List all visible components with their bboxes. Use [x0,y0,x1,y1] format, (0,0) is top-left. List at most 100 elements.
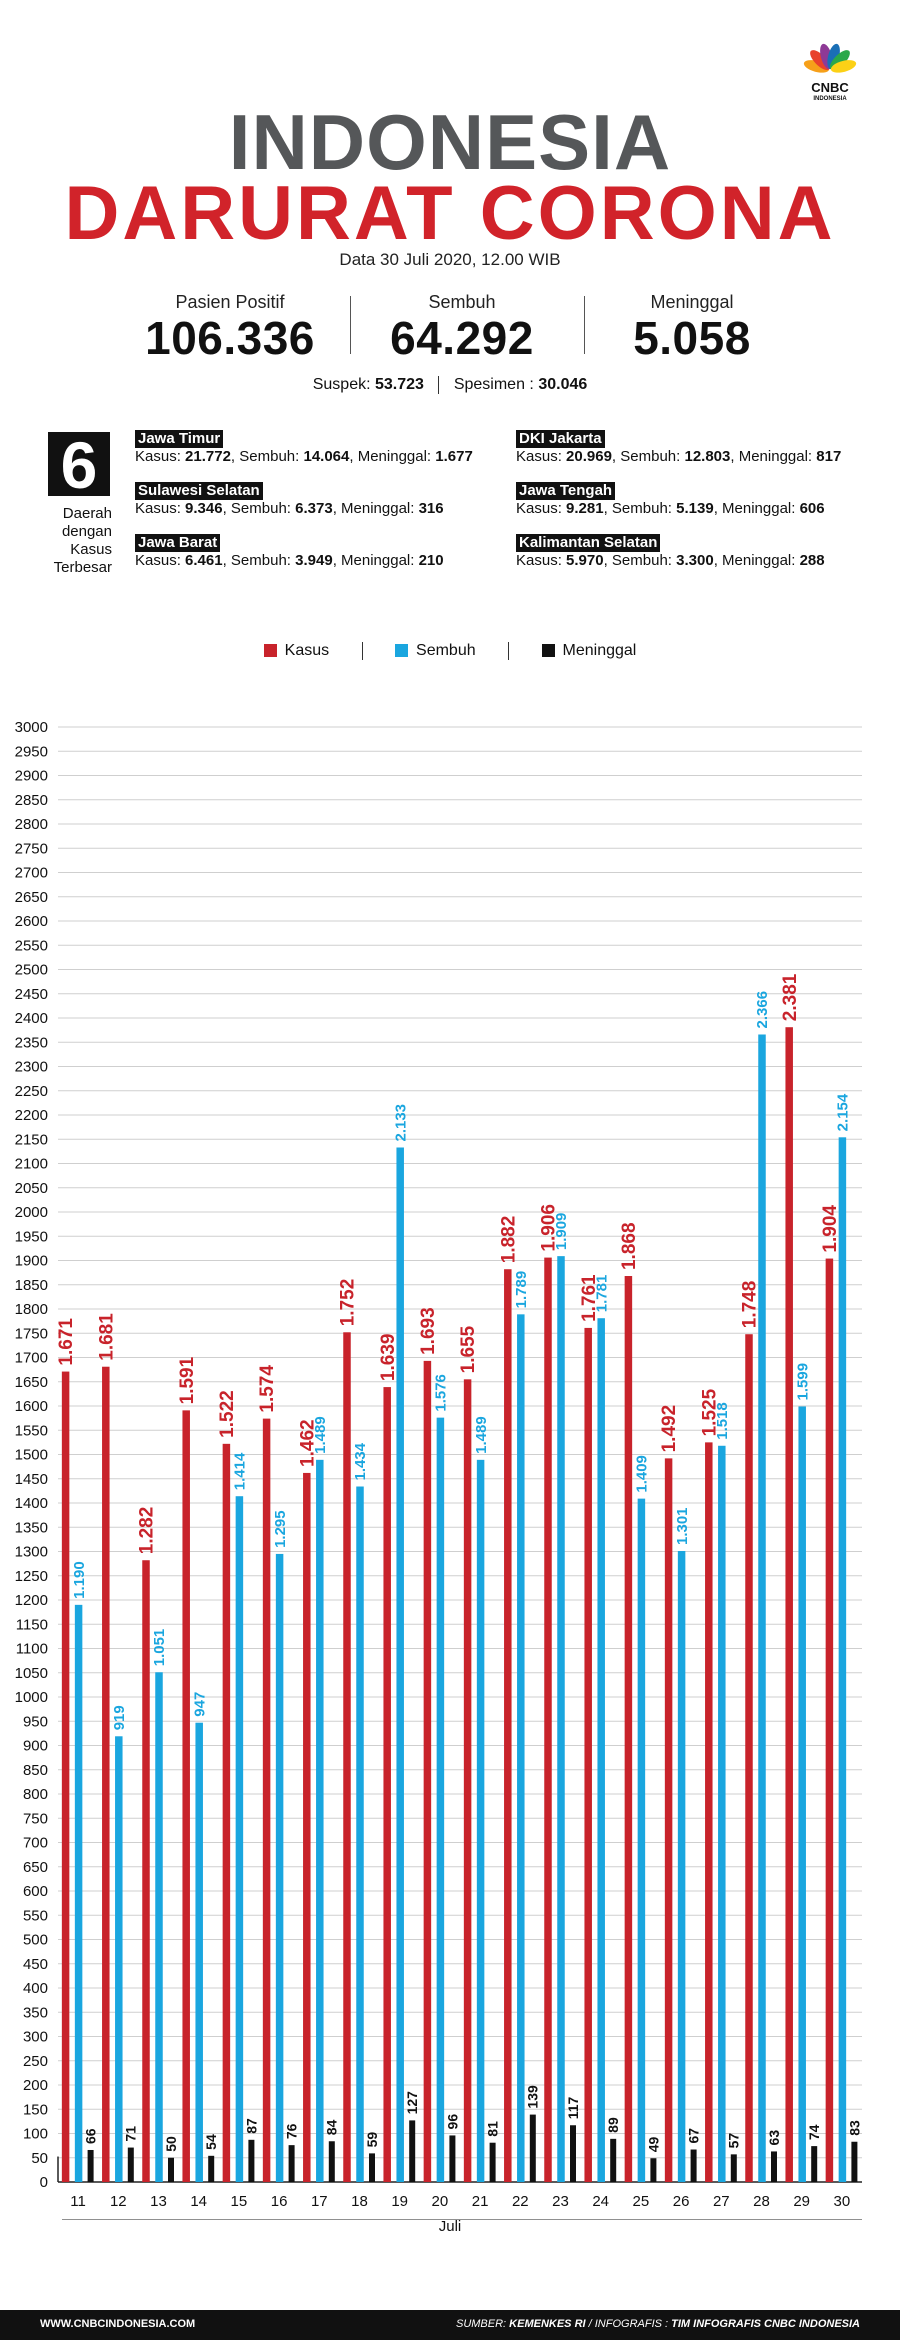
y-tick-label: 800 [23,1786,48,1803]
bar-sembuh [718,1445,726,2182]
bar-sembuh [677,1551,686,2182]
region-sembuh: 3.949 [295,552,333,569]
x-tick-label: 23 [552,2193,569,2210]
y-tick-label: 250 [23,2053,48,2070]
bar-meninggal [127,2147,134,2182]
label-kasus: 1.591 [177,1356,198,1404]
label-meninggal: 83 [846,2120,862,2136]
label-sembuh: 1.489 [312,1416,329,1454]
region-item: Jawa Timur Kasus: 21.772, Sembuh: 14.064,… [135,430,473,466]
y-tick-label: 1900 [15,1253,48,1270]
label-sembuh: 919 [111,1705,128,1730]
y-tick-label: 3000 [15,719,48,736]
label-sembuh: 2.366 [754,991,771,1029]
x-tick-label: 27 [713,2193,730,2210]
x-tick-label: 28 [753,2193,770,2210]
y-tick-label: 300 [23,2029,48,2046]
legend-kasus: Kasus [263,642,330,660]
y-tick-label: 1450 [15,1471,48,1488]
x-tick-label: 25 [633,2193,650,2210]
label-meninggal: 50 [163,2136,179,2152]
caption-line: Kasus [70,541,112,558]
legend-label: Kasus [284,642,330,659]
label-meninggal: 89 [605,2117,621,2133]
y-tick-label: 1000 [15,1689,48,1706]
label-kasus: 1.904 [820,1205,841,1253]
region-stats: Kasus: 20.969, Sembuh: 12.803, Meninggal… [516,448,842,465]
bar-kasus [303,1472,311,2182]
y-tick-label: 2500 [15,962,48,979]
stat-label: Meninggal [650,292,734,312]
y-tick-label: 2650 [15,889,48,906]
bar-chart: 0 50 100 150 200 250 300 350 400 450 500 550 600 650 7… [15,719,862,2220]
source-value: KEMENKES RI [509,2318,586,2330]
y-tick-label: 2450 [15,986,48,1003]
region-meninggal: 606 [799,500,825,517]
legend-label: Sembuh [416,642,476,659]
x-tick-label: 22 [512,2193,529,2210]
y-tick-label: 1750 [15,1325,48,1342]
x-tick-label: 12 [110,2193,127,2210]
label-kasus: 1.752 [338,1279,359,1327]
y-tick-label: 1800 [15,1301,48,1318]
bar-meninggal [168,2157,174,2182]
y-tick-label: 1650 [15,1374,48,1391]
label-meninggal: 81 [485,2121,501,2137]
label-meninggal: 96 [444,2114,460,2130]
region-item: Jawa Barat Kasus: 6.461, Sembuh: 3.949, M… [135,534,444,570]
label-meninggal: 67 [686,2128,702,2144]
label-meninggal: 66 [83,2128,99,2144]
region-stats: Kasus: 9.346, Sembuh: 6.373, Meninggal: … [135,500,444,517]
bar-meninggal [449,2135,456,2182]
stat-value: 5.058 [633,312,751,364]
bar-kasus [142,1560,150,2182]
label-sembuh: 2.154 [835,1093,852,1131]
legend-swatch [263,644,277,658]
suspek-spesimen: Suspek: 53.723 Spesimen : 30.046 [0,376,900,394]
y-tick-label: 2250 [15,1083,48,1100]
y-tick-label: 2300 [15,1059,48,1076]
label-sembuh: 2.133 [392,1104,409,1142]
stat-meninggal: Meninggal 5.058 [582,292,802,363]
y-tick-label: 2000 [15,1204,48,1221]
bar-sembuh [74,1604,83,2182]
label-kasus: Kasus: [516,448,562,465]
region-kasus: 6.461 [185,552,223,569]
bar-kasus [705,1442,713,2182]
y-tick-label: 2750 [15,840,48,857]
bar-sembuh [155,1672,163,2182]
x-tick-label: 16 [271,2193,288,2210]
bar-sembuh [597,1318,605,2182]
bar-meninggal [851,2141,858,2182]
bar-meninggal [87,2149,94,2182]
bar-sembuh [316,1459,324,2182]
y-tick-label: 350 [23,2004,48,2021]
bar-kasus [182,1410,190,2182]
label-kasus: Kasus: [516,552,562,569]
region-item: Sulawesi Selatan Kasus: 9.346, Sembuh: 6.… [135,482,444,518]
bar-kasus [61,1371,70,2182]
label-kasus: 1.761 [579,1274,600,1322]
bar-sembuh [476,1459,485,2182]
y-tick-label: 200 [23,2077,48,2094]
region-count: 6 [48,432,110,498]
logo-subtext: INDONESIA [813,96,847,102]
stat-value: 64.292 [390,312,534,364]
y-tick-label: 2200 [15,1107,48,1124]
x-tick-label: 13 [150,2193,167,2210]
stat-label: Pasien Positif [175,292,285,312]
label-meninggal: 139 [525,2085,541,2109]
y-tick-label: 50 [31,2150,48,2167]
y-tick-label: 2950 [15,743,48,760]
label-sembuh: 1.409 [634,1455,651,1493]
region-item: Jawa Tengah Kasus: 9.281, Sembuh: 5.139, … [516,482,825,518]
y-tick-label: 2150 [15,1131,48,1148]
x-tick-label: 21 [472,2193,489,2210]
bar-meninggal [489,2142,496,2182]
label-kasus: 2.381 [780,973,801,1021]
bar-meninggal [771,2151,777,2182]
label-kasus: 1.693 [418,1307,439,1355]
label-kasus: Kasus: [135,552,181,569]
region-stats: Kasus: 6.461, Sembuh: 3.949, Meninggal: … [135,552,444,569]
footer-source: SUMBER: KEMENKES RI / INFOGRAFIS : TIM I… [456,2318,860,2330]
